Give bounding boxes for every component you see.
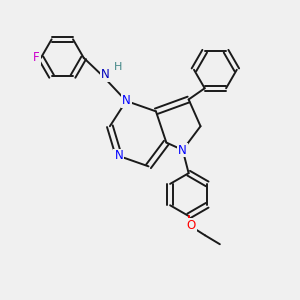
Text: N: N bbox=[101, 68, 110, 81]
Text: N: N bbox=[122, 94, 130, 107]
Text: F: F bbox=[33, 51, 40, 64]
Text: N: N bbox=[178, 143, 187, 157]
Text: O: O bbox=[186, 219, 196, 232]
Text: N: N bbox=[114, 149, 123, 162]
Text: H: H bbox=[114, 62, 122, 72]
